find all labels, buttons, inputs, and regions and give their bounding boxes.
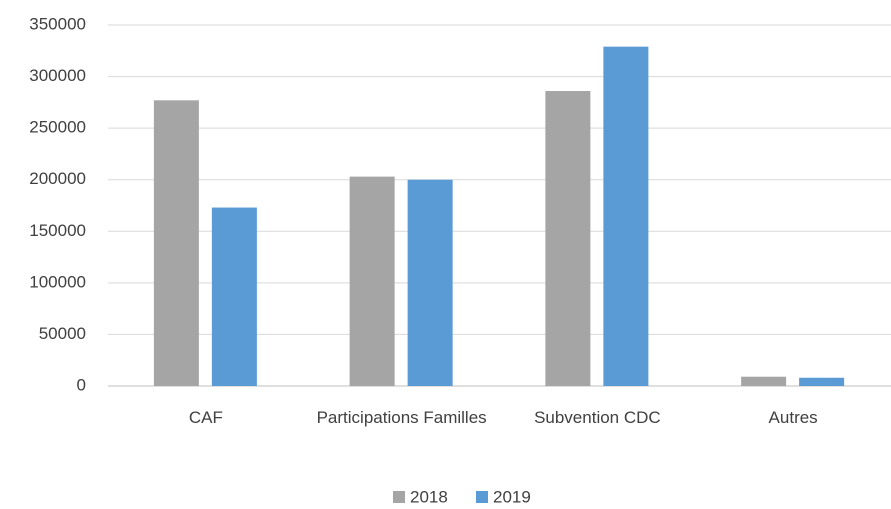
y-tick-label: 100000	[29, 272, 86, 291]
legend-label: 2019	[493, 487, 531, 506]
x-tick-label: Subvention CDC	[534, 408, 661, 427]
y-tick-label: 350000	[29, 14, 86, 33]
y-tick-label: 50000	[39, 324, 86, 343]
bar	[741, 376, 787, 386]
y-tick-label: 0	[77, 375, 86, 394]
legend-label: 2018	[410, 487, 448, 506]
y-tick-label: 200000	[29, 169, 86, 188]
bar	[603, 46, 649, 386]
legend-swatch	[476, 491, 488, 503]
y-tick-label: 150000	[29, 221, 86, 240]
bar	[153, 100, 199, 387]
bar	[407, 179, 453, 386]
y-tick-label: 300000	[29, 66, 86, 85]
bar	[211, 207, 257, 386]
bar	[545, 91, 591, 387]
x-tick-label: Autres	[768, 408, 818, 427]
bar	[799, 377, 845, 386]
y-tick-label: 250000	[29, 118, 86, 137]
x-tick-label: Participations Familles	[316, 408, 487, 427]
bar	[349, 176, 395, 386]
x-tick-label: CAF	[188, 408, 223, 427]
legend-swatch	[393, 491, 405, 503]
